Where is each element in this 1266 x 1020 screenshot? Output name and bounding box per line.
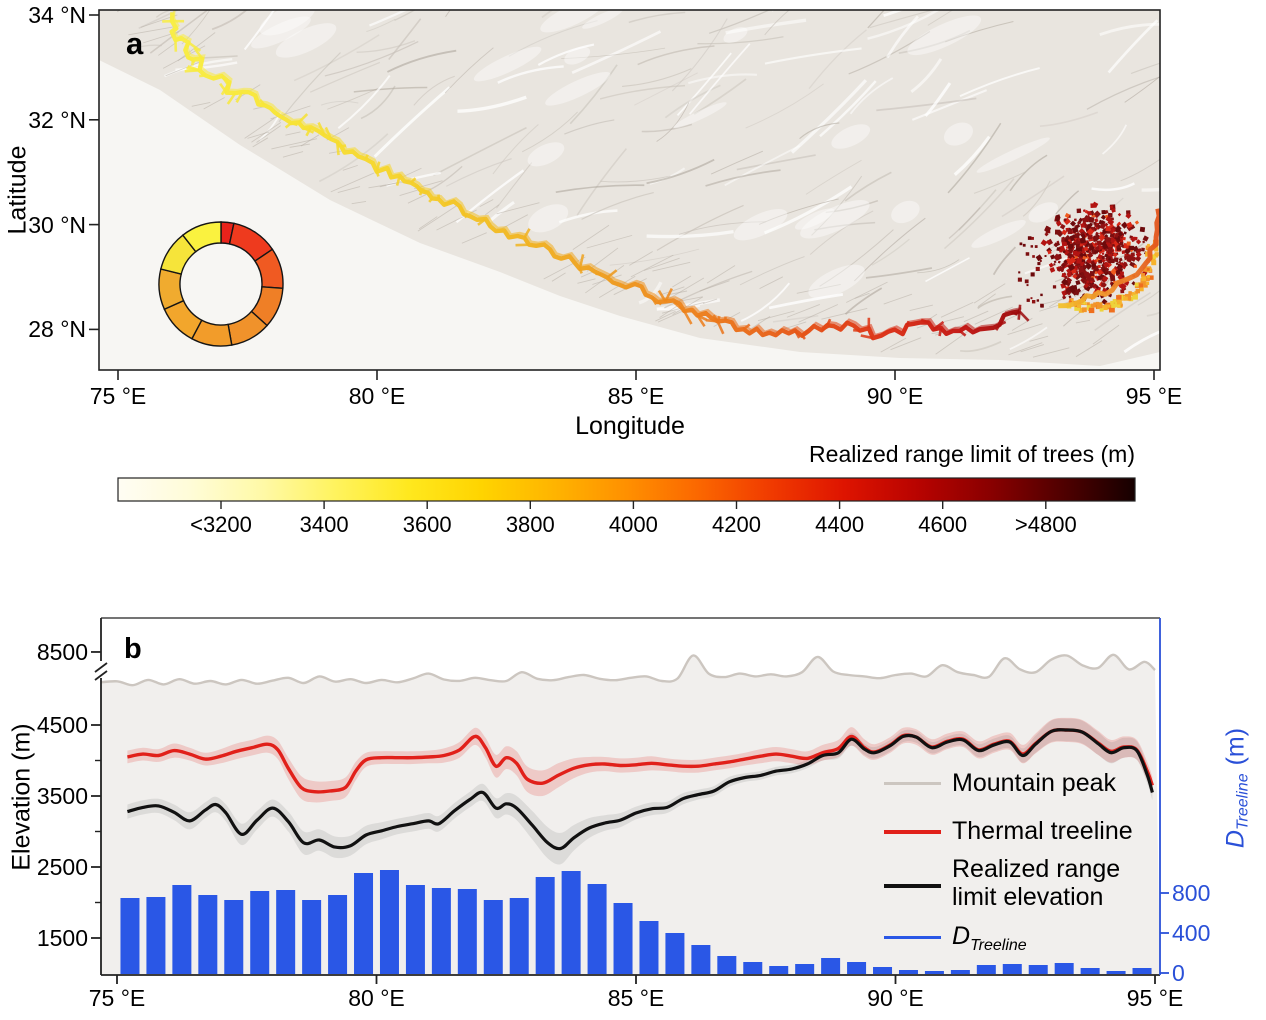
panel-b-y-tick: 4500 bbox=[36, 712, 88, 738]
right-axis-title-sub: Treeline bbox=[1234, 773, 1252, 831]
legend-swatch-thermal-treeline bbox=[884, 830, 941, 834]
panel-a-y-tick: 30 °N bbox=[28, 211, 86, 238]
right-axis-title-d: D bbox=[1221, 830, 1250, 849]
panel-b-right-tick: 0 bbox=[1172, 960, 1185, 986]
panel-b-right-tick: 400 bbox=[1172, 920, 1211, 946]
colorbar-tick: 3800 bbox=[505, 512, 555, 537]
panel-b-label: b bbox=[124, 633, 142, 665]
legend-label-realized-range-line2: limit elevation bbox=[952, 883, 1104, 911]
panel-b-x-tick: 80 °E bbox=[348, 985, 405, 1011]
panel-b-y-tick: 2500 bbox=[36, 854, 88, 880]
legend-label-d-treeline: DTreeline bbox=[952, 922, 1027, 960]
panel-a-x-tick: 80 °E bbox=[348, 383, 406, 409]
colorbar-tick: 4000 bbox=[608, 512, 658, 537]
panel-a-x-tick: 95 °E bbox=[1125, 383, 1183, 409]
colorbar-tick: 3600 bbox=[402, 512, 452, 537]
colorbar-tick: 4200 bbox=[712, 512, 761, 537]
panel-b-x-tick: 95 °E bbox=[1126, 985, 1184, 1011]
legend-swatch-d-treeline bbox=[884, 936, 941, 939]
colorbar-tick: 4400 bbox=[815, 512, 865, 537]
legend-swatch-mountain-peak bbox=[884, 782, 941, 785]
legend-label-realized-range: Realized range limit elevation bbox=[952, 855, 1120, 911]
panel-b-y-tick: 8500 bbox=[36, 638, 88, 665]
panel-b-x-tick: 85 °E bbox=[607, 985, 665, 1011]
panel-b-x-tick: 75 °E bbox=[88, 985, 146, 1011]
panel-b-right-tick: 800 bbox=[1172, 880, 1211, 906]
panel-b-right-axis-title: DTreeline (m) bbox=[1221, 728, 1252, 848]
colorbar-tick: <3200 bbox=[190, 512, 252, 537]
panel-a-y-tick: 28 °N bbox=[28, 316, 86, 343]
legend-label-thermal-treeline: Thermal treeline bbox=[952, 817, 1133, 845]
panel-a-label: a bbox=[126, 26, 144, 61]
panel-a-x-tick: 90 °E bbox=[866, 383, 924, 409]
panel-a-y-tick: 34 °N bbox=[28, 2, 86, 28]
right-axis-title-unit: (m) bbox=[1221, 727, 1250, 766]
panel-a-x-tick: 85 °E bbox=[607, 383, 665, 409]
colorbar-tick: 3400 bbox=[299, 512, 349, 537]
panel-b-x-tick: 90 °E bbox=[867, 985, 924, 1011]
legend-d-sub: Treeline bbox=[970, 937, 1027, 954]
panel-b-y-tick: 3500 bbox=[36, 783, 88, 809]
panel-a-x-axis-title: Longitude bbox=[575, 412, 685, 440]
panel-a-x-tick: 75 °E bbox=[89, 383, 147, 409]
colorbar-tick: 4600 bbox=[918, 512, 968, 537]
colorbar-tick: >4800 bbox=[1014, 512, 1077, 537]
legend-swatch-realized-range bbox=[884, 884, 941, 888]
panel-a-y-tick: 32 °N bbox=[28, 106, 86, 133]
legend-label-mountain-peak: Mountain peak bbox=[952, 769, 1117, 797]
colorbar-title: Realized range limit of trees (m) bbox=[809, 441, 1135, 467]
legend-label-realized-range-line1: Realized range bbox=[952, 855, 1121, 883]
legend-d: D bbox=[952, 922, 971, 950]
panel-b-y-tick: 1500 bbox=[36, 925, 88, 951]
